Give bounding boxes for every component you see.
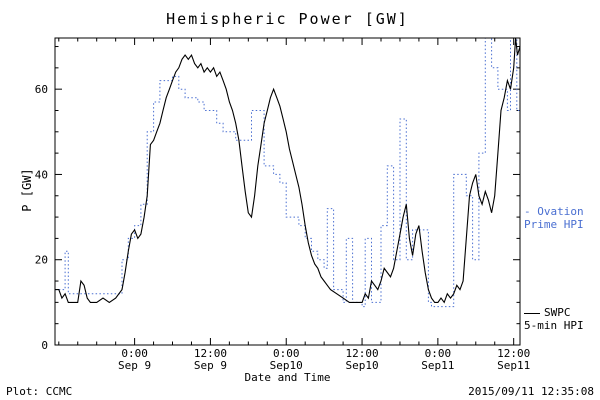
y-tick-label: 0	[41, 339, 48, 352]
x-tick-label-date: Sep11	[497, 359, 530, 372]
series-line-ovation-prime-hpi	[55, 37, 520, 308]
legend-ovation-text1: Ovation	[537, 205, 584, 218]
x-axis-label: Date and Time	[244, 371, 331, 384]
y-tick-label: 60	[35, 83, 48, 96]
y-axis-label: P [GW]	[20, 168, 34, 212]
legend-swpc-text1: SWPC	[544, 306, 571, 319]
y-tick-label: 40	[35, 168, 48, 181]
series-line-swpc-5min-hpi	[55, 37, 521, 304]
x-tick-label-time: 0:00	[121, 347, 148, 360]
legend-ovation-line1: - Ovation	[524, 205, 584, 218]
x-tick-label-time: 0:00	[425, 347, 452, 360]
ovation-dash-marker: -	[524, 205, 538, 218]
plot-source-label: Plot: CCMC	[6, 385, 73, 398]
y-tick-label: 20	[35, 254, 48, 267]
swpc-line-marker	[524, 312, 540, 314]
legend-swpc-text2: 5-min HPI	[524, 319, 584, 332]
legend-swpc: SWPC 5-min HPI	[524, 306, 584, 332]
x-tick-label-date: Sep10	[345, 359, 378, 372]
x-tick-label-date: Sep10	[270, 359, 303, 372]
legend-swpc-line1: SWPC	[524, 306, 584, 319]
x-tick-label-time: 12:00	[345, 347, 378, 360]
legend-ovation-prime: - Ovation Prime HPI	[524, 205, 584, 231]
x-tick-label-date: Sep11	[421, 359, 454, 372]
x-tick-label-date: Sep 9	[194, 359, 227, 372]
x-tick-label-date: Sep 9	[118, 359, 151, 372]
x-tick-label-time: 12:00	[497, 347, 530, 360]
plot-timestamp: 2015/09/11 12:35:08	[468, 385, 594, 398]
x-tick-label-time: 12:00	[194, 347, 227, 360]
chart-title: Hemispheric Power [GW]	[166, 10, 409, 28]
legend-ovation-text2: Prime HPI	[524, 218, 584, 231]
plot-frame	[54, 37, 521, 346]
x-tick-label-time: 0:00	[273, 347, 300, 360]
